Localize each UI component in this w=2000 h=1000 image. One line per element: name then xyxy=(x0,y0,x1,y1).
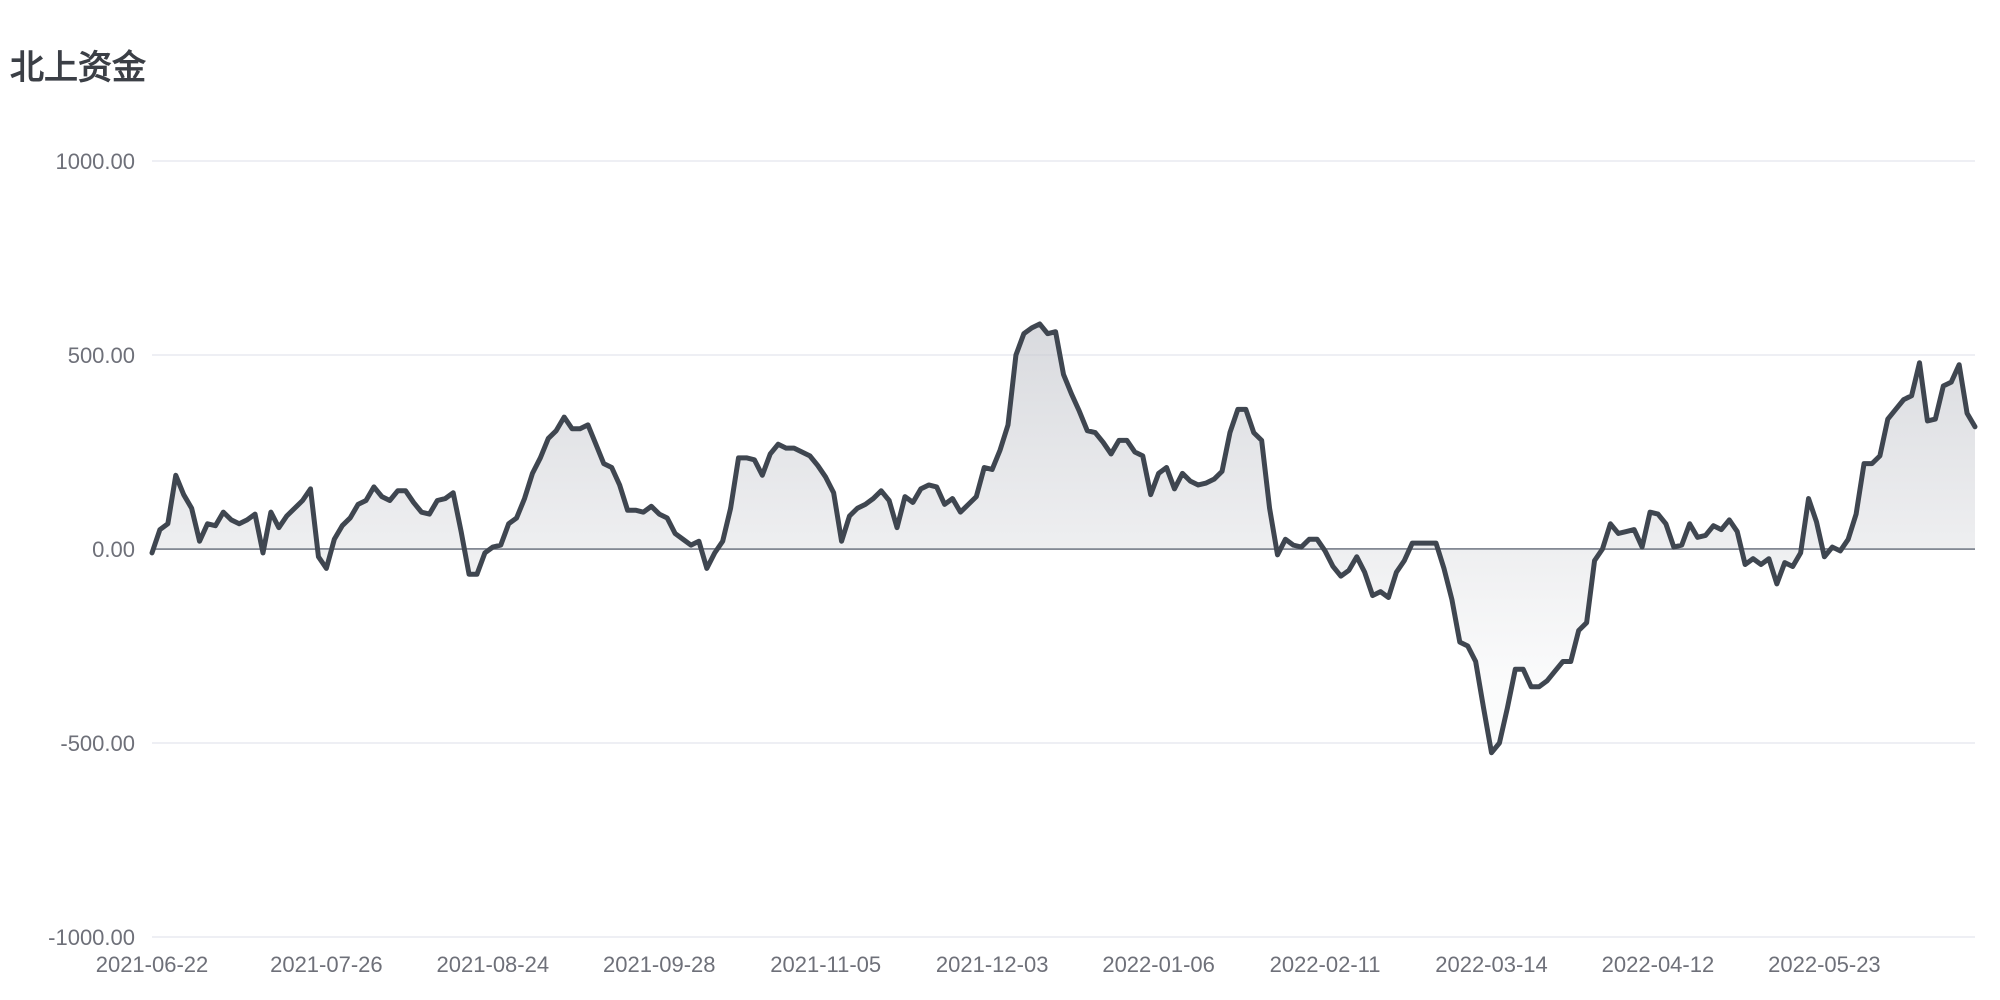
x-tick-label: 2022-05-23 xyxy=(1768,952,1881,977)
x-tick-label: 2021-12-03 xyxy=(936,952,1049,977)
y-tick-label: -500.00 xyxy=(60,731,135,756)
y-tick-label: 1000.00 xyxy=(55,149,135,174)
series-line xyxy=(149,321,1978,756)
x-tick-label: 2022-03-14 xyxy=(1435,952,1548,977)
chart-title: 北上资金 xyxy=(10,48,146,88)
y-tick-label: -1000.00 xyxy=(48,925,135,950)
x-tick-label: 2021-08-24 xyxy=(437,952,550,977)
x-axis: 2021-06-22 2021-07-26 2021-08-24 2021-09-28… xyxy=(96,952,1881,977)
area-fill xyxy=(152,323,1975,753)
x-tick-label: 2022-02-11 xyxy=(1270,952,1381,977)
y-axis: 1000.00 500.00 0.00 -500.00 -1000.00 xyxy=(48,149,135,950)
x-tick-label: 2021-11-05 xyxy=(770,952,881,977)
x-tick-label: 2021-07-26 xyxy=(270,952,383,977)
y-tick-label: 0.00 xyxy=(92,537,135,562)
area-layer xyxy=(152,323,1975,753)
x-tick-label: 2022-04-12 xyxy=(1602,952,1715,977)
x-tick-label: 2021-09-28 xyxy=(603,952,716,977)
y-tick-label: 500.00 xyxy=(68,343,135,368)
x-tick-label: 2022-01-06 xyxy=(1102,952,1215,977)
x-tick-label: 2021-06-22 xyxy=(96,952,209,977)
line-layer xyxy=(149,321,1978,756)
